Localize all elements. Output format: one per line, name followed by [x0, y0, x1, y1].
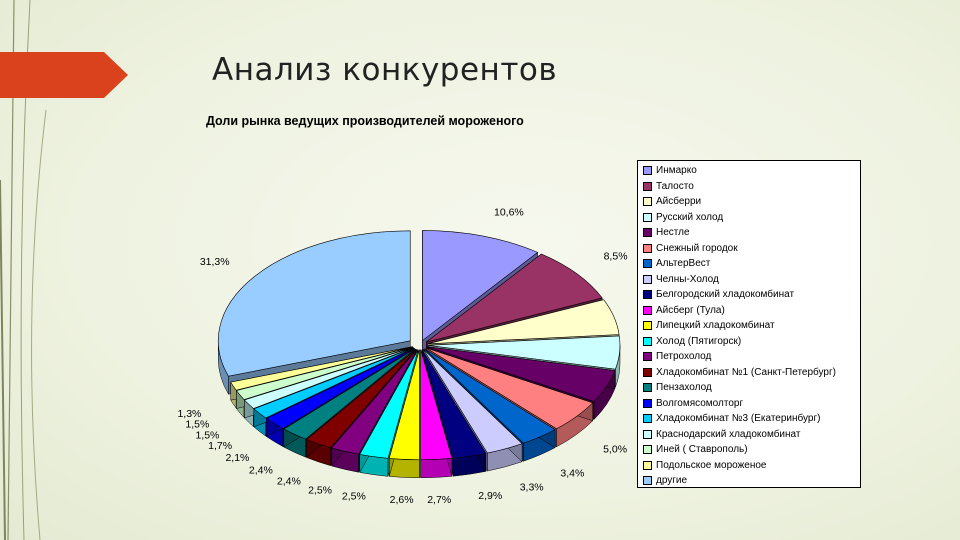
legend-swatch — [643, 367, 652, 377]
legend-swatch — [643, 336, 652, 346]
legend-item: другие — [643, 473, 860, 489]
slice-value-label: 1,7% — [208, 440, 232, 452]
legend-swatch — [643, 228, 652, 238]
legend-swatch — [643, 429, 652, 439]
legend-swatch — [643, 352, 652, 362]
slice-value-label: 31,3% — [200, 256, 230, 268]
legend-label: Айсберри — [656, 196, 702, 208]
legend-label: Иней ( Ставрополь) — [656, 444, 748, 456]
slice-value-label: 1,5% — [195, 429, 219, 441]
legend-label: Подольское мороженое — [656, 459, 767, 471]
legend-item: Хладокомбинат №3 (Екатеринбург) — [643, 411, 860, 427]
legend-item: Хладокомбинат №1 (Санкт-Петербург) — [643, 365, 860, 381]
slice-value-label: 2,9% — [478, 490, 502, 502]
legend-label: Краснодарский хладокомбинат — [656, 428, 801, 440]
legend-swatch — [643, 476, 652, 486]
legend-swatch — [643, 212, 652, 222]
legend-label: Белгородский хладокомбинат — [656, 289, 795, 301]
legend-item: Снежный городок — [643, 241, 860, 257]
legend-label: Снежный городок — [656, 242, 738, 254]
legend-item: Подольское мороженое — [643, 458, 860, 474]
legend-swatch — [643, 383, 652, 393]
legend-label: Челны-Холод — [656, 273, 719, 285]
legend-swatch — [643, 445, 652, 455]
legend-item: Инмарко — [643, 163, 860, 179]
slice-value-label: 1,3% — [177, 408, 201, 420]
legend-item: Айсберг (Тула) — [643, 303, 860, 319]
legend-swatch — [643, 166, 652, 176]
pie-slice — [388, 349, 420, 479]
legend-item: Иней ( Ставрополь) — [643, 442, 860, 458]
legend-label: Петрохолод — [656, 351, 712, 363]
legend-item: Волгомясомолторг — [643, 396, 860, 412]
legend-label: Липецкий хладокомбинат — [656, 320, 775, 332]
legend-swatch — [643, 460, 652, 470]
legend-item: Холод (Пятигорск) — [643, 334, 860, 350]
chart-title: Доли рынка ведущих производителей мороже… — [206, 114, 524, 128]
slice-value-label: 8,5% — [604, 251, 628, 263]
legend-swatch — [643, 274, 652, 284]
slice-value-label: 2,4% — [249, 464, 273, 476]
legend-swatch — [643, 259, 652, 269]
chart-legend: Инмарко Талосто Айсберри Русский холод Нестл… — [637, 160, 861, 488]
legend-swatch — [643, 305, 652, 315]
legend-item: Русский холод — [643, 210, 860, 226]
legend-item: Белгородский хладокомбинат — [643, 287, 860, 303]
legend-item: Пензахолод — [643, 380, 860, 396]
slice-value-label: 5,0% — [603, 444, 627, 456]
slice-value-label: 2,1% — [225, 452, 249, 464]
legend-swatch — [643, 197, 652, 207]
legend-item: Краснодарский хладокомбинат — [643, 427, 860, 443]
legend-item: АльтерВест — [643, 256, 860, 272]
slice-value-label: 3,3% — [520, 481, 544, 493]
title-arrow-marker — [0, 52, 128, 98]
slice-value-label: 2,5% — [308, 484, 332, 496]
legend-swatch — [643, 243, 652, 253]
slice-value-label: 2,4% — [277, 476, 301, 488]
legend-label: Инмарко — [656, 165, 697, 177]
pie-slice — [420, 349, 453, 479]
legend-label: Волгомясомолторг — [656, 397, 744, 409]
legend-label: Хладокомбинат №1 (Санкт-Петербург) — [656, 366, 836, 378]
legend-item: Нестле — [643, 225, 860, 241]
legend-item: Липецкий хладокомбинат — [643, 318, 860, 334]
legend-item: Айсберри — [643, 194, 860, 210]
legend-item: Петрохолод — [643, 349, 860, 365]
slice-value-label: 1,5% — [185, 419, 209, 431]
legend-swatch — [643, 414, 652, 424]
slice-value-label: 3,4% — [560, 467, 584, 479]
slice-value-label: 10,6% — [494, 207, 524, 219]
pie-slices — [217, 230, 621, 479]
legend-label: Нестле — [656, 227, 690, 239]
legend-label: Айсберг (Тула) — [656, 304, 725, 316]
legend-label: Холод (Пятигорск) — [656, 335, 742, 347]
legend-label: Русский холод — [656, 211, 724, 223]
legend-swatch — [643, 181, 652, 191]
legend-label: Талосто — [656, 180, 694, 192]
legend-swatch — [643, 290, 652, 300]
legend-label: Пензахолод — [656, 382, 712, 394]
legend-label: другие — [656, 475, 688, 487]
legend-label: Хладокомбинат №3 (Екатеринбург) — [656, 413, 821, 425]
legend-swatch — [643, 321, 652, 331]
legend-item: Челны-Холод — [643, 272, 860, 288]
slice-value-label: 2,5% — [342, 491, 366, 503]
legend-item: Талосто — [643, 179, 860, 195]
legend-label: АльтерВест — [656, 258, 711, 270]
slice-value-label: 2,6% — [390, 494, 414, 506]
slice-value-label: 2,7% — [427, 494, 451, 506]
slide-title: Анализ конкурентов — [212, 52, 558, 88]
legend-swatch — [643, 398, 652, 408]
